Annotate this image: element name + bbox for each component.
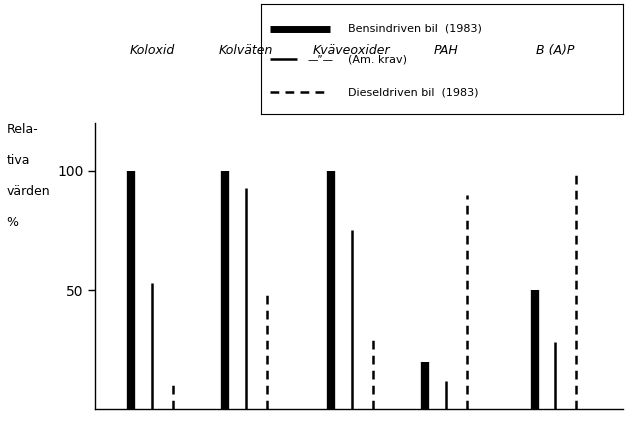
Text: Bensindriven bil  (1983): Bensindriven bil (1983) (348, 24, 481, 33)
Text: Koloxid: Koloxid (129, 44, 175, 57)
Text: (Am. krav): (Am. krav) (348, 55, 407, 64)
Text: Rela-: Rela- (6, 123, 38, 136)
Text: Dieseldriven bil  (1983): Dieseldriven bil (1983) (348, 88, 478, 97)
Text: B (A)P: B (A)P (536, 44, 574, 57)
Text: %: % (6, 216, 18, 229)
Text: tiva: tiva (6, 154, 30, 167)
Text: värden: värden (6, 185, 50, 198)
Text: Kolväten: Kolväten (219, 44, 273, 57)
Text: Kväveoxider: Kväveoxider (313, 44, 391, 57)
Text: —”—: —”— (308, 55, 334, 64)
Text: PAH: PAH (434, 44, 459, 57)
